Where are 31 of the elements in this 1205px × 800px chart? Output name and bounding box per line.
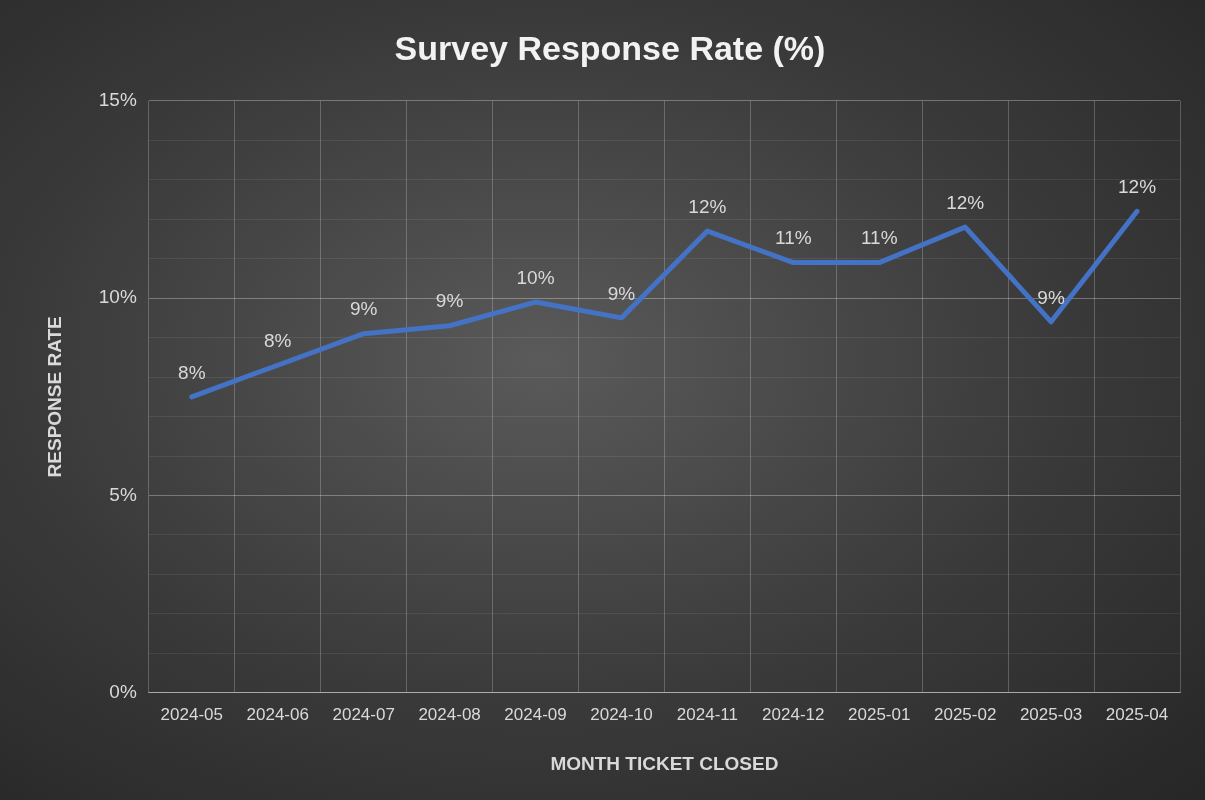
y-tick-label: 15% [98, 89, 137, 111]
data-label: 11% [775, 227, 812, 249]
x-tick-label: 2024-08 [418, 704, 481, 724]
x-tick-label: 2025-01 [848, 704, 911, 724]
y-tick-label: 0% [109, 681, 137, 703]
y-axis-title: RESPONSE RATE [43, 316, 65, 478]
data-label: 9% [349, 298, 378, 320]
data-label: 9% [607, 282, 636, 304]
x-tick-label: 2024-10 [590, 704, 653, 724]
data-label: 12% [946, 191, 985, 213]
data-label: 10% [516, 266, 555, 288]
x-tick-label: 2024-12 [762, 704, 825, 724]
data-label: 8% [178, 361, 206, 383]
data-label: 8% [263, 329, 292, 351]
x-tick-label: 2025-04 [1105, 704, 1169, 724]
x-tick-label: 2024-07 [332, 704, 395, 724]
x-tick-label: 2024-11 [676, 704, 738, 724]
x-tick-label: 2025-03 [1019, 704, 1083, 724]
y-tick-label: 5% [109, 483, 137, 505]
data-label: 9% [435, 290, 464, 312]
x-tick-label: 2024-09 [504, 704, 567, 724]
data-label: 11% [860, 227, 898, 249]
x-tick-label: 2024-05 [160, 704, 223, 724]
x-tick-label: 2024-06 [246, 704, 309, 724]
x-tick-label: 2025-02 [933, 704, 997, 724]
y-tick-label: 10% [98, 286, 137, 308]
chart-title: Survey Response Rate (%) [394, 28, 826, 67]
x-axis-title: MONTH TICKET CLOSED [550, 752, 779, 774]
data-label: 12% [1118, 176, 1157, 198]
data-label: 12% [688, 195, 727, 217]
data-label: 9% [1037, 286, 1065, 308]
